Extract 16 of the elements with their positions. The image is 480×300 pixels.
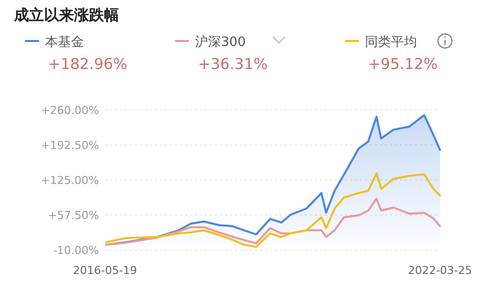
y-tick-label: -10.00% — [53, 244, 99, 257]
y-tick-label: +57.50% — [48, 209, 99, 222]
line-series — [104, 198, 441, 246]
line-series — [104, 172, 441, 248]
text: +95.12% — [368, 55, 438, 73]
chart-title: 成立以来涨跌幅 — [13, 6, 119, 24]
y-tick-label: +192.50% — [40, 139, 99, 152]
y-tick-label: +260.00% — [40, 104, 99, 117]
x-tick-label: 2016-05-19 — [73, 264, 137, 277]
x-tick-label: 2022-03-25 — [408, 264, 472, 277]
legend-label: 沪深300 — [195, 34, 246, 50]
legend-label: 同类平均 — [365, 35, 417, 50]
text: +36.31% — [198, 55, 268, 73]
legend-label: 本基金 — [45, 35, 84, 50]
text: +182.96% — [48, 55, 128, 73]
y-tick-label: +125.00% — [40, 174, 99, 187]
